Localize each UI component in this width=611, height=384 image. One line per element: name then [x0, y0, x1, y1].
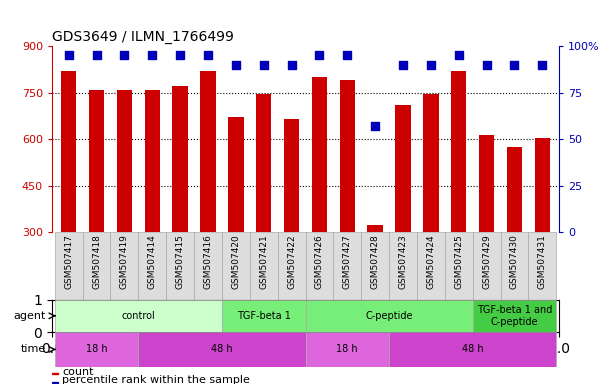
Bar	[500, 232, 529, 300]
Bar	[417, 232, 445, 300]
Bar	[82, 232, 111, 300]
Bar	[473, 232, 500, 300]
Bar	[445, 232, 473, 300]
Text: GSM507431: GSM507431	[538, 234, 547, 289]
Point	[64, 52, 73, 58]
Point	[120, 52, 130, 58]
Bar	[138, 332, 306, 367]
Text: time: time	[21, 344, 46, 354]
Point	[175, 52, 185, 58]
Text: 48 h: 48 h	[211, 344, 233, 354]
Bar	[334, 232, 361, 300]
Text: GSM507418: GSM507418	[92, 234, 101, 289]
Text: GSM507414: GSM507414	[148, 234, 157, 289]
Point	[538, 61, 547, 68]
Bar	[52, 373, 57, 374]
Text: TGF-beta 1: TGF-beta 1	[237, 311, 291, 321]
Text: GSM507420: GSM507420	[232, 234, 240, 289]
Text: agent: agent	[13, 311, 46, 321]
Text: GSM507415: GSM507415	[175, 234, 185, 289]
Bar	[389, 232, 417, 300]
Text: GSM507421: GSM507421	[259, 234, 268, 289]
Text: GSM507416: GSM507416	[203, 234, 213, 289]
Text: GSM507430: GSM507430	[510, 234, 519, 289]
Bar	[145, 89, 160, 232]
Bar	[306, 232, 334, 300]
Text: count: count	[62, 367, 93, 377]
Bar	[367, 225, 383, 232]
Bar	[451, 71, 466, 232]
Point	[287, 61, 296, 68]
Point	[426, 61, 436, 68]
Bar	[111, 232, 138, 300]
Bar	[222, 300, 306, 332]
Bar	[284, 119, 299, 232]
Text: GSM507419: GSM507419	[120, 234, 129, 289]
Bar	[55, 332, 138, 367]
Bar	[361, 232, 389, 300]
Point	[398, 61, 408, 68]
Text: 18 h: 18 h	[337, 344, 358, 354]
Text: GSM507423: GSM507423	[398, 234, 408, 289]
Point	[315, 52, 324, 58]
Point	[454, 52, 464, 58]
Point	[259, 61, 269, 68]
Bar	[423, 94, 439, 232]
Bar	[306, 332, 389, 367]
Bar	[200, 71, 216, 232]
Bar	[535, 137, 550, 232]
Text: percentile rank within the sample: percentile rank within the sample	[62, 375, 250, 384]
Bar	[277, 232, 306, 300]
Bar	[55, 232, 82, 300]
Text: GSM507427: GSM507427	[343, 234, 352, 289]
Bar	[194, 232, 222, 300]
Point	[481, 61, 491, 68]
Text: GSM507429: GSM507429	[482, 234, 491, 289]
Bar	[256, 94, 271, 232]
Text: GSM507422: GSM507422	[287, 234, 296, 289]
Point	[92, 52, 101, 58]
Text: GSM507417: GSM507417	[64, 234, 73, 289]
Bar	[395, 105, 411, 232]
Text: GSM507426: GSM507426	[315, 234, 324, 289]
Text: GDS3649 / ILMN_1766499: GDS3649 / ILMN_1766499	[52, 30, 234, 44]
Bar	[306, 300, 473, 332]
Bar	[507, 147, 522, 232]
Bar	[222, 232, 250, 300]
Bar	[55, 300, 222, 332]
Text: 18 h: 18 h	[86, 344, 108, 354]
Point	[203, 52, 213, 58]
Point	[147, 52, 157, 58]
Bar	[473, 300, 556, 332]
Bar	[89, 89, 104, 232]
Bar	[117, 89, 132, 232]
Text: C-peptide: C-peptide	[365, 311, 413, 321]
Bar	[228, 118, 244, 232]
Text: control: control	[122, 311, 155, 321]
Point	[342, 52, 352, 58]
Bar	[61, 71, 76, 232]
Bar	[138, 232, 166, 300]
Bar	[250, 232, 277, 300]
Point	[370, 123, 380, 129]
Text: GSM507424: GSM507424	[426, 234, 436, 289]
Bar	[479, 134, 494, 232]
Bar	[172, 86, 188, 232]
Text: 48 h: 48 h	[462, 344, 483, 354]
Bar	[166, 232, 194, 300]
Bar	[529, 232, 556, 300]
Text: GSM507428: GSM507428	[371, 234, 379, 289]
Bar	[340, 80, 355, 232]
Bar	[389, 332, 556, 367]
Point	[231, 61, 241, 68]
Text: GSM507425: GSM507425	[454, 234, 463, 289]
Text: TGF-beta 1 and
C-peptide: TGF-beta 1 and C-peptide	[477, 305, 552, 327]
Point	[510, 61, 519, 68]
Bar	[312, 77, 327, 232]
